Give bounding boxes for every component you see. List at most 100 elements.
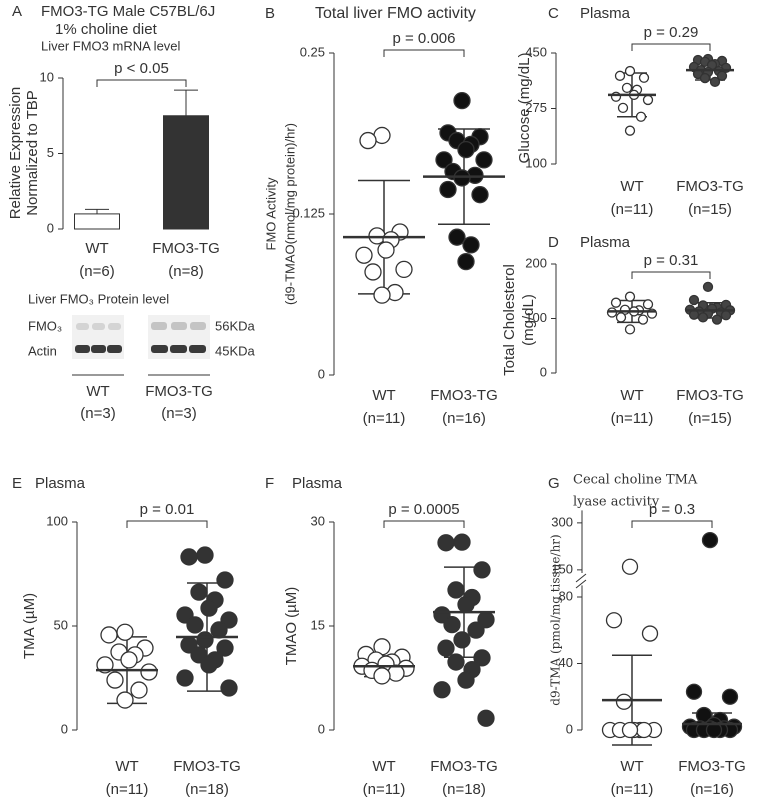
blot-row-label: FMO₃ [28,318,62,333]
data-point [359,131,377,150]
blot-size: 56KDa [215,318,256,333]
data-point [699,72,711,84]
data-point [457,595,475,614]
data-point [433,681,451,699]
data-point [721,688,739,705]
data-point [220,679,238,697]
y-tick-label: 100 [525,310,547,325]
y-tick-label: 200 [525,255,547,270]
x-tick-label: WT [372,387,395,404]
data-point [697,312,709,323]
data-point [373,667,391,685]
panel-letter: A [12,3,22,20]
data-point [186,616,204,634]
data-point [641,625,659,642]
data-point [720,310,732,321]
y-tick-label: 0.25 [300,44,325,59]
x-tick-label: WT [620,387,643,404]
data-point [615,693,633,710]
data-point [688,294,700,306]
data-point [614,70,626,81]
y-tick-label: 40 [559,655,573,670]
panel-letter: C [548,5,559,22]
error-bar [85,208,109,214]
data-point [638,72,650,83]
n-label: (n=8) [168,263,203,280]
data-point [453,631,471,649]
data-point [457,671,475,689]
data-point [106,671,124,689]
y-axis-label: Total Cholesterol [501,264,518,376]
data-point [702,281,714,293]
chart-title: 1% choline diet [55,21,158,38]
data-point [711,314,723,325]
data-point [453,533,471,551]
y-tick-label: 0 [566,721,573,736]
blot-title: Liver FMO₃ Protein level [28,291,169,306]
x-tick-label: WT [85,240,108,257]
y-tick-label: 100 [46,513,68,528]
y-tick-label: 10 [40,69,54,84]
data-point [642,94,654,106]
data-point [642,299,654,310]
chart-title: Plasma [580,234,631,251]
chart-title: Plasma [580,5,631,22]
y-axis-label: (d9-TMAO(nmol/mg protein)/hr) [282,123,297,305]
y-tick-label: 150 [551,561,573,576]
significance-bracket [126,520,208,528]
significance-bracket [631,520,713,528]
data-point [200,656,218,674]
data-point [120,651,138,669]
significance-bracket [631,43,711,51]
data-point [685,683,703,700]
data-point [176,669,194,687]
chart-title: Plasma [35,475,86,492]
western-blot: Liver FMO₃ Protein level FMO₃ Actin 56KD… [28,291,256,422]
data-point [216,639,234,657]
data-point [448,228,466,246]
bar [163,115,209,230]
significance-bracket [96,79,187,87]
data-point [605,612,623,629]
data-point [621,721,639,739]
y-tick-label: 450 [525,44,547,59]
chart-title: lyase activity [573,495,660,510]
data-point [377,241,395,259]
y-tick-label: 80 [559,588,573,603]
data-point [624,324,636,335]
x-tick-label: FMO3-TG [173,758,241,775]
x-tick-label: FMO3-TG [152,240,220,257]
blot-row-label: Actin [28,343,57,358]
data-point [196,631,214,649]
x-tick-label: WT [372,758,395,775]
n-label: (n=11) [363,781,406,798]
axis-break [575,573,587,589]
data-point [210,621,228,639]
blot-n: (n=3) [161,405,196,422]
data-point [624,291,636,302]
data-point [615,312,627,323]
data-point [701,531,719,549]
data-point [447,653,465,671]
data-point [471,186,489,204]
bar [74,213,120,230]
significance-bracket [631,271,711,279]
data-point [140,663,158,681]
data-point [200,599,218,617]
y-tick-label: 15 [311,617,325,632]
data-point [621,558,639,575]
n-label: (n=11) [611,781,654,798]
data-point [190,583,208,601]
data-point [635,111,647,122]
data-point [477,709,495,727]
panel-letter: F [265,475,274,492]
y-axis-label: TMA (µM) [21,593,38,659]
n-label: (n=16) [690,781,734,798]
data-point [610,297,622,308]
y-axis-label: Glucose (mg/dL) [516,53,533,164]
y-axis-label: FMO Activity [263,177,278,250]
data-point [709,76,721,88]
panel-letter: G [548,475,560,492]
data-point [624,125,636,136]
blot-n: (n=3) [80,405,115,422]
